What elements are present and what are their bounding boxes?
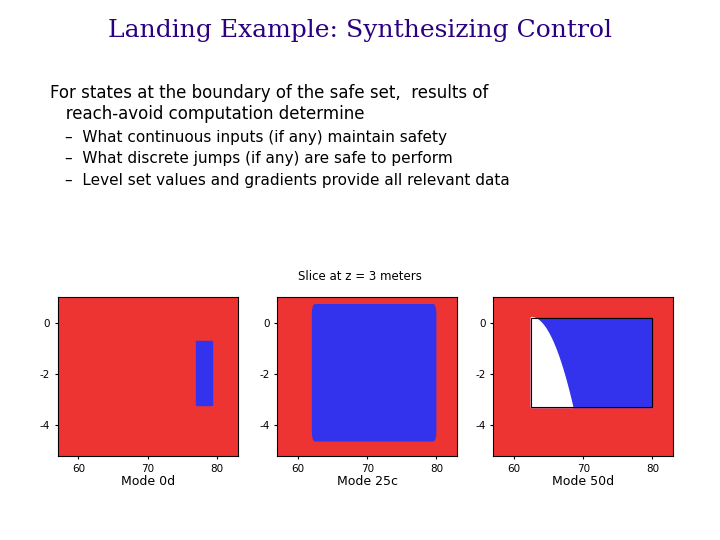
X-axis label: Mode 25c: Mode 25c <box>337 475 397 488</box>
Text: reach-avoid computation determine: reach-avoid computation determine <box>50 105 365 123</box>
FancyBboxPatch shape <box>312 305 436 441</box>
Bar <box>196 341 212 405</box>
Polygon shape <box>531 318 652 408</box>
X-axis label: Mode 0d: Mode 0d <box>120 475 175 488</box>
Polygon shape <box>531 318 573 408</box>
Text: For states at the boundary of the safe set,  results of: For states at the boundary of the safe s… <box>50 84 489 102</box>
Text: –  Level set values and gradients provide all relevant data: – Level set values and gradients provide… <box>65 173 510 188</box>
Text: Slice at z = 3 meters: Slice at z = 3 meters <box>298 271 422 284</box>
Text: Landing Example: Synthesizing Control: Landing Example: Synthesizing Control <box>108 19 612 42</box>
Text: –  What continuous inputs (if any) maintain safety: – What continuous inputs (if any) mainta… <box>65 130 447 145</box>
Bar <box>531 318 652 408</box>
Text: –  What discrete jumps (if any) are safe to perform: – What discrete jumps (if any) are safe … <box>65 151 453 166</box>
X-axis label: Mode 50d: Mode 50d <box>552 475 614 488</box>
